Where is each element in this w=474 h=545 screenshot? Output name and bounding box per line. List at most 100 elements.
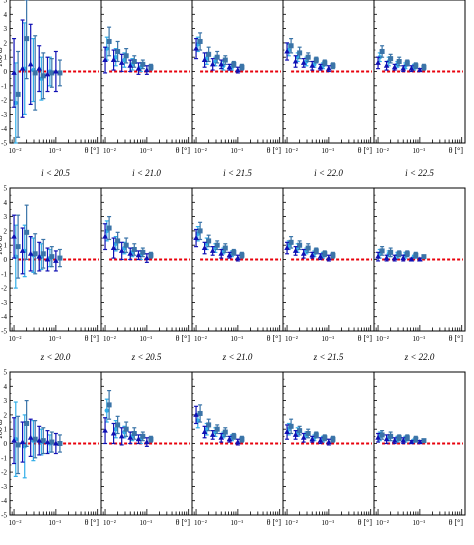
data-point-dark <box>284 48 290 54</box>
y-tick-label: 1 <box>4 426 8 434</box>
data-point-mid <box>131 246 137 252</box>
x-axis-label: θ [°] <box>176 146 191 155</box>
y-tick-label: -3 <box>1 111 7 119</box>
y-tick-label: -3 <box>1 483 7 491</box>
data-point-dark <box>417 256 423 262</box>
x-tick-label: 10⁻¹ <box>48 335 61 343</box>
data-point-dark <box>44 439 51 445</box>
x-tick-label: 10⁻² <box>285 519 298 527</box>
data-point-dark <box>408 65 415 71</box>
data-point-mid <box>288 239 294 245</box>
x-tick-label: 10⁻² <box>9 147 22 155</box>
panel-title: z < 22.0 <box>404 352 435 362</box>
panel-r0-c3: 10⁻² 10⁻¹ θ [°] <box>282 0 375 155</box>
data-point-dark <box>110 430 117 436</box>
panel-r2-c3: z < 21.5 10⁻² 10⁻¹ θ [°] <box>282 352 375 527</box>
panel-title: i < 20.5 <box>41 168 70 178</box>
y-tick-label: -5 <box>1 512 7 520</box>
data-point-dark <box>36 65 43 71</box>
data-point-dark <box>309 436 316 442</box>
data-point-dark <box>284 245 290 251</box>
data-point-mid <box>313 57 319 63</box>
x-tick-label: 10⁻² <box>376 147 389 155</box>
panel-title: i < 22.5 <box>405 168 434 178</box>
y-tick-label: 5 <box>4 369 8 377</box>
data-point-mid <box>231 433 237 439</box>
y-tick-label: 3 <box>4 213 8 221</box>
data-point-mid <box>131 58 137 64</box>
data-point-dark <box>144 255 150 261</box>
panel-r1-c2: i < 21.5 10⁻² 10⁻¹ θ [°] <box>191 168 284 343</box>
data-point-mid <box>330 252 336 258</box>
data-point-mid <box>322 60 328 66</box>
data-point-mid <box>214 54 220 60</box>
data-point-mid <box>404 60 410 66</box>
panel-r1-c4: i < 22.5 10⁻² 10⁻¹ θ [°] <box>373 168 466 343</box>
x-tick-label: 10⁻¹ <box>321 335 334 343</box>
data-point-mid <box>57 255 63 261</box>
data-point-mid <box>140 249 146 255</box>
data-point-dark <box>326 65 332 71</box>
x-tick-label: 10⁻¹ <box>48 147 61 155</box>
y-tick-label: 5 <box>4 0 8 5</box>
data-point-mid <box>222 245 228 251</box>
data-point-dark <box>292 431 299 437</box>
data-point-dark <box>226 436 233 442</box>
data-point-mid <box>297 50 303 56</box>
data-point-mid <box>413 63 419 69</box>
y-axis-label: 100 ω <box>0 235 4 255</box>
panel-r1-c0: i < 20.5 -5 -4 -3 -2 -1 0 1 2 3 4 5 100 ω 10⁻² 10⁻¹ θ [… <box>0 168 102 343</box>
data-point-mid <box>231 249 237 255</box>
data-point-mid <box>15 442 21 448</box>
data-point-mid <box>239 252 245 258</box>
data-point-dark <box>118 247 125 253</box>
data-point-mid <box>57 70 63 76</box>
data-point-mid <box>106 402 112 408</box>
data-point-mid <box>330 63 336 69</box>
x-axis-label: θ [°] <box>358 334 373 343</box>
data-point-dark <box>193 45 199 51</box>
y-tick-label: 1 <box>4 242 8 250</box>
x-axis-label: θ [°] <box>267 146 282 155</box>
y-tick-label: 2 <box>4 39 8 47</box>
data-point-dark <box>235 67 241 73</box>
data-point-dark <box>201 245 208 251</box>
data-point-mid <box>32 70 38 76</box>
data-point-mid <box>313 432 319 438</box>
x-tick-label: 10⁻² <box>103 147 116 155</box>
panel-r0-c4: 10⁻² 10⁻¹ θ [°] <box>373 0 466 155</box>
y-tick-label: 4 <box>4 11 8 19</box>
data-point-dark <box>391 64 398 70</box>
data-point-dark <box>375 59 381 65</box>
data-point-dark <box>326 439 332 445</box>
data-point-dark <box>53 257 59 263</box>
y-tick-label: 2 <box>4 227 8 235</box>
y-tick-label: -4 <box>1 125 7 133</box>
data-point-dark <box>417 439 423 445</box>
data-point-dark <box>127 434 134 440</box>
data-point-dark <box>209 61 216 67</box>
data-point-mid <box>288 43 294 49</box>
y-tick-label: 0 <box>4 440 8 448</box>
data-point-mid <box>123 53 129 59</box>
data-point-mid <box>115 238 121 244</box>
x-axis-label: θ [°] <box>176 518 191 527</box>
x-tick-label: 10⁻¹ <box>321 519 334 527</box>
data-point-mid <box>106 225 112 231</box>
y-axis-label: 100 ω <box>0 47 4 67</box>
data-point-dark <box>375 253 381 259</box>
data-point-dark <box>400 437 407 443</box>
x-axis-label: θ [°] <box>449 518 464 527</box>
data-point-mid <box>24 420 30 426</box>
data-point-mid <box>197 410 203 416</box>
data-point-mid <box>297 242 303 248</box>
data-point-mid <box>206 238 212 244</box>
data-point-mid <box>239 64 245 70</box>
y-tick-label: 5 <box>4 185 8 193</box>
data-point-dark <box>102 427 108 433</box>
data-point-mid <box>15 244 21 250</box>
data-point-dark <box>135 65 142 71</box>
data-point-dark <box>135 252 142 258</box>
data-point-mid <box>388 433 394 439</box>
data-point-mid <box>379 48 385 54</box>
